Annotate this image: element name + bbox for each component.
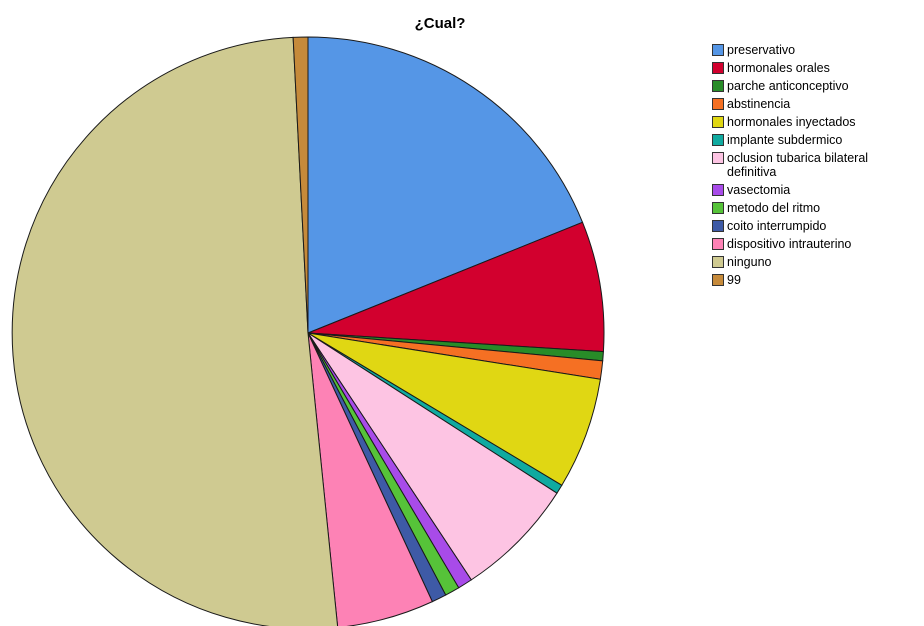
legend-item: vasectomia (712, 183, 924, 197)
legend-item: ninguno (712, 255, 924, 269)
legend-label: coito interrumpido (727, 219, 827, 233)
legend-label: oclusion tubarica bilateral definitiva (727, 151, 869, 179)
legend-item: preservativo (712, 43, 924, 57)
legend-swatch (712, 184, 724, 196)
legend-label: metodo del ritmo (727, 201, 821, 215)
legend-swatch (712, 116, 724, 128)
legend-item: implante subdermico (712, 133, 924, 147)
legend-label: hormonales orales (727, 61, 830, 75)
legend-swatch (712, 274, 724, 286)
legend-label: vasectomia (727, 183, 791, 197)
legend-item: dispositivo intrauterino (712, 237, 924, 251)
legend-swatch (712, 134, 724, 146)
pie-slice-preservativo (307, 36, 584, 334)
legend-label: parche anticonceptivo (727, 79, 849, 93)
legend-item: coito interrumpido (712, 219, 924, 233)
legend-label: dispositivo intrauterino (727, 237, 852, 251)
legend-item: hormonales orales (712, 61, 924, 75)
legend-item: abstinencia (712, 97, 924, 111)
legend-item: oclusion tubarica bilateral definitiva (712, 151, 924, 179)
legend-label: preservativo (727, 43, 796, 57)
legend-label: 99 (727, 273, 741, 287)
legend-swatch (712, 98, 724, 110)
pie-slice-oclusion-tubarica-bilateral (307, 332, 558, 581)
legend-swatch (712, 238, 724, 250)
legend-swatch (712, 62, 724, 74)
legend-label: ninguno (727, 255, 772, 269)
legend-swatch (712, 152, 724, 164)
legend-swatch (712, 80, 724, 92)
legend-label: implante subdermico (727, 133, 843, 147)
legend-swatch (712, 202, 724, 214)
legend-item: 99 (712, 273, 924, 287)
legend-item: metodo del ritmo (712, 201, 924, 215)
legend-swatch (712, 44, 724, 56)
legend-label: hormonales inyectados (727, 115, 856, 129)
pie-slice-dispositivo-intrauterino (307, 332, 434, 626)
chart-title: ¿Cual? (414, 15, 466, 32)
legend-item: parche anticonceptivo (712, 79, 924, 93)
legend-swatch (712, 220, 724, 232)
legend-label: abstinencia (727, 97, 791, 111)
legend-swatch (712, 256, 724, 268)
pie-slice-99 (292, 36, 309, 334)
pie-slice-ninguno (11, 36, 339, 626)
pie-slice-hormonales-orales (307, 221, 605, 353)
legend-item: hormonales inyectados (712, 115, 924, 129)
legend: preservativo hormonales orales parche anti… (712, 43, 924, 291)
